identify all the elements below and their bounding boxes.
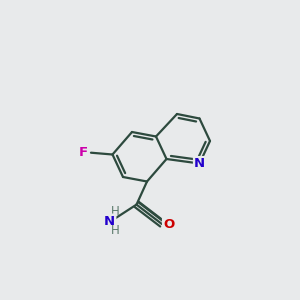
Text: F: F (79, 146, 88, 159)
Text: O: O (163, 218, 174, 231)
Text: H: H (111, 205, 120, 218)
Text: N: N (194, 157, 205, 170)
Text: H: H (111, 224, 120, 237)
Text: N: N (104, 214, 116, 228)
